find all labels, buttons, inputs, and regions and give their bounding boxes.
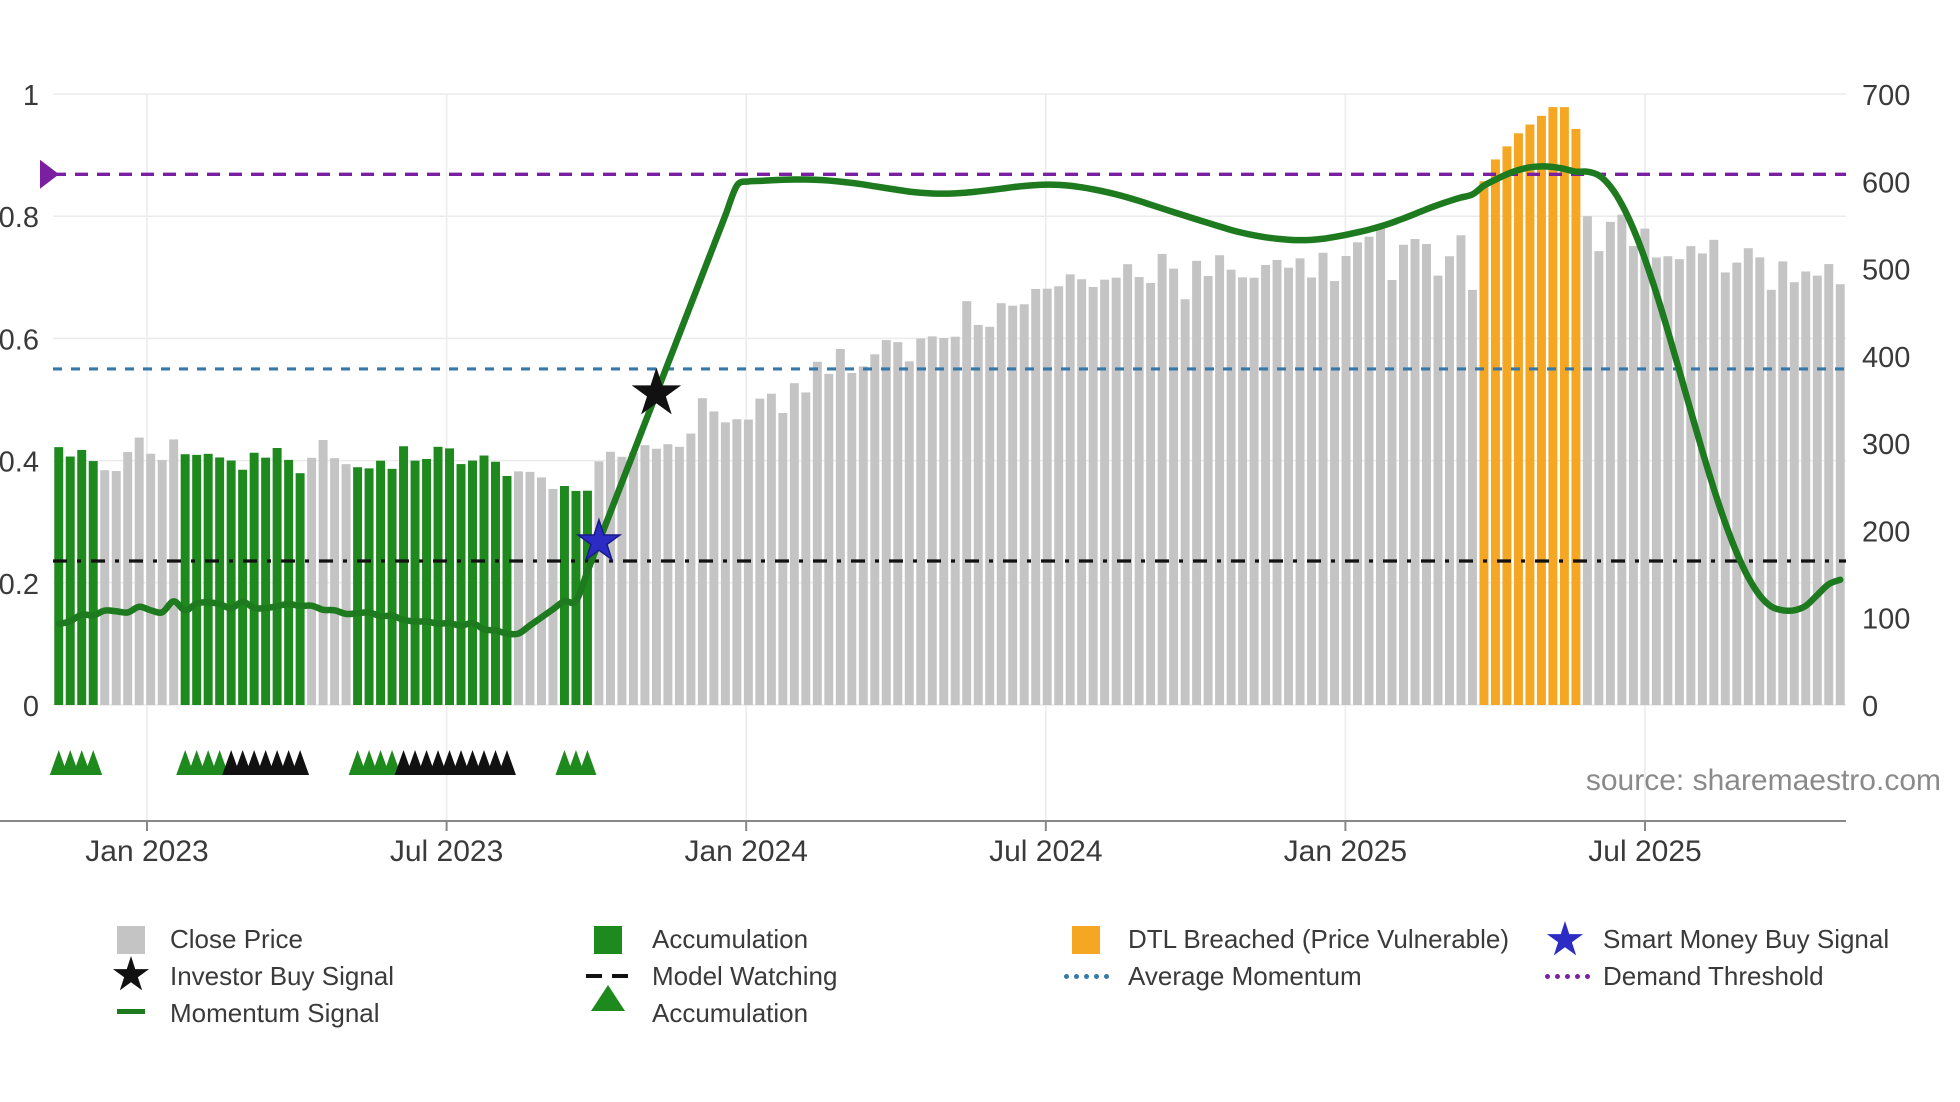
svg-text:Jan 2023: Jan 2023 (85, 835, 208, 868)
svg-text:0: 0 (1862, 691, 1878, 723)
svg-text:700: 700 (1862, 80, 1910, 112)
svg-text:200: 200 (1862, 516, 1910, 548)
svg-text:Jul 2025: Jul 2025 (1588, 835, 1701, 868)
svg-text:500: 500 (1862, 255, 1910, 287)
svg-text:0.8: 0.8 (0, 202, 39, 234)
svg-text:source: sharemaestro.com: source: sharemaestro.com (1586, 764, 1941, 797)
svg-text:0: 0 (23, 691, 39, 723)
svg-text:Jul 2023: Jul 2023 (390, 835, 503, 868)
svg-text:300: 300 (1862, 429, 1910, 461)
svg-text:600: 600 (1862, 167, 1910, 199)
svg-text:Jan 2024: Jan 2024 (684, 835, 807, 868)
svg-text:0.6: 0.6 (0, 324, 39, 356)
svg-text:0.2: 0.2 (0, 569, 39, 601)
svg-text:Jul 2024: Jul 2024 (989, 835, 1102, 868)
svg-text:0.4: 0.4 (0, 447, 39, 479)
svg-text:1: 1 (23, 80, 39, 112)
svg-text:400: 400 (1862, 342, 1910, 374)
svg-text:Jan 2025: Jan 2025 (1284, 835, 1407, 868)
svg-text:100: 100 (1862, 604, 1910, 636)
